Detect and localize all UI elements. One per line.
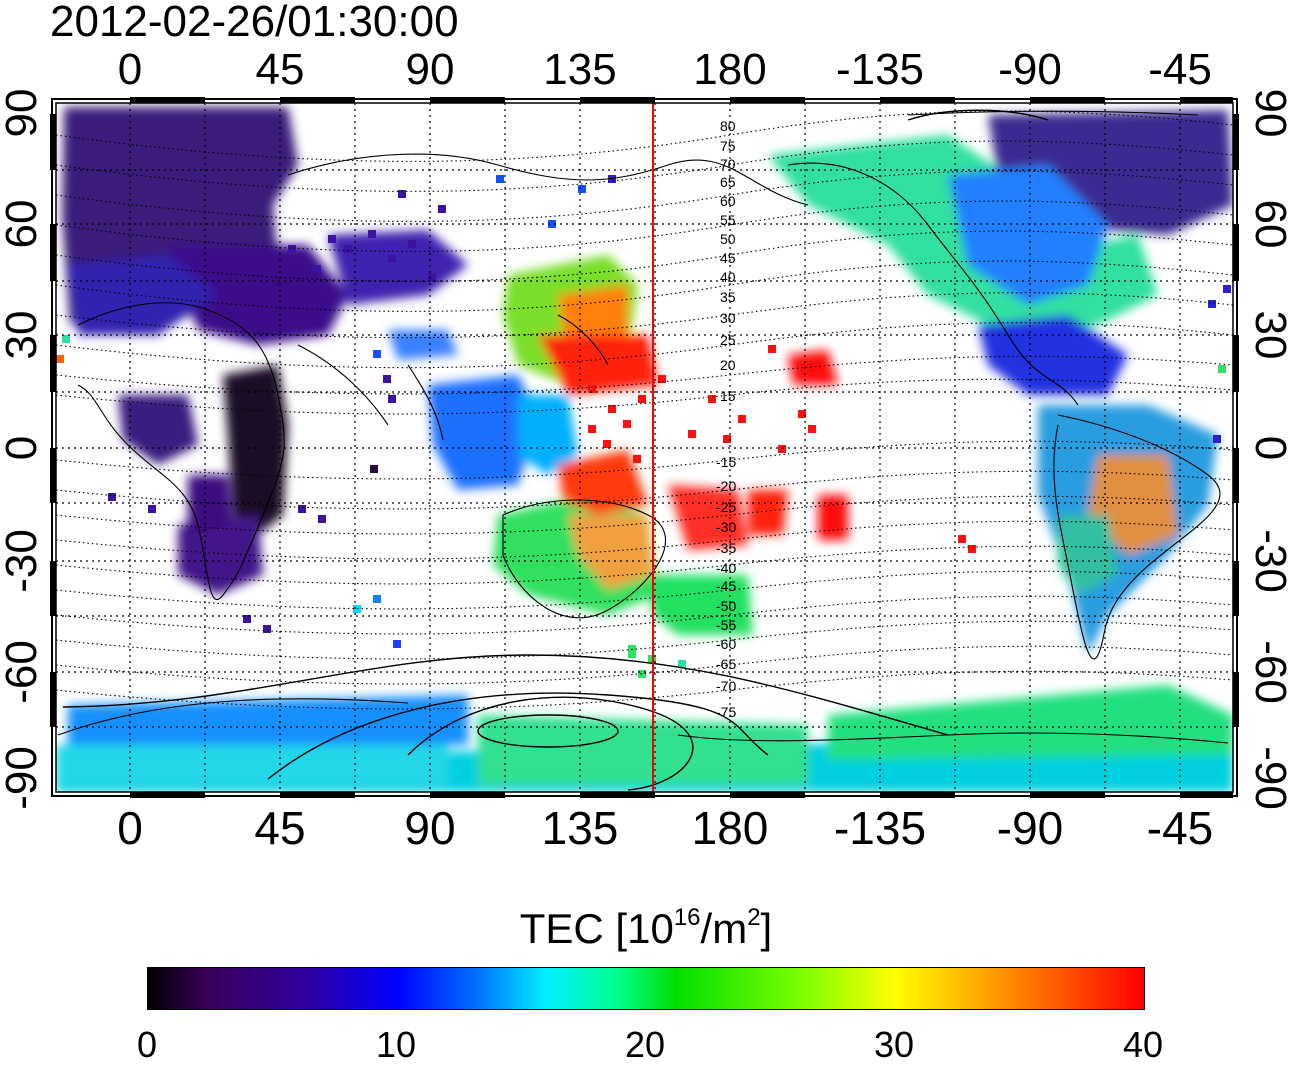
top-lon-tick: 135 xyxy=(543,45,617,94)
contour-label: 65 xyxy=(720,174,736,190)
contour-label: -50 xyxy=(716,598,736,614)
timestamp-title: 2012-02-26/01:30:00 xyxy=(50,0,459,46)
top-lon-tick: 180 xyxy=(693,45,767,94)
tec-data-layer xyxy=(56,107,1233,792)
bottom-lon-tick: -45 xyxy=(1146,802,1214,854)
contour-label: -45 xyxy=(716,578,736,594)
top-lon-tick: 0 xyxy=(117,45,143,94)
colorbar-tick: 10 xyxy=(375,1024,417,1065)
bottom-lon-tick: 135 xyxy=(541,802,619,854)
graticule xyxy=(56,103,1233,792)
contour-label: -15 xyxy=(716,454,736,470)
contour-label: 40 xyxy=(720,269,736,285)
bottom-lon-tick: -90 xyxy=(996,802,1064,854)
contour-labels: 80 75 70 65 60 55 50 45 40 35 30 25 20 1… xyxy=(716,118,736,720)
contour-label: 25 xyxy=(720,332,736,348)
contour-label: -25 xyxy=(716,499,736,515)
contour-label: 15 xyxy=(720,388,736,404)
contour-label: -75 xyxy=(716,704,736,720)
contour-label: -20 xyxy=(716,478,736,494)
contour-label: 30 xyxy=(720,310,736,326)
contour-label: 75 xyxy=(720,138,736,154)
contour-label: -70 xyxy=(716,678,736,694)
colorbar-title: TEC [1016/m2] xyxy=(519,904,773,952)
bottom-lon-tick: -135 xyxy=(833,802,927,854)
solid-contours xyxy=(62,109,1049,791)
border-ticks xyxy=(50,97,1239,798)
contour-label: 50 xyxy=(720,231,736,247)
bottom-lon-tick: 90 xyxy=(404,802,456,854)
colorbar-tick: 40 xyxy=(1122,1024,1164,1065)
top-lon-tick: -135 xyxy=(835,45,925,94)
contour-label: -40 xyxy=(716,560,736,576)
colorbar-tick: 20 xyxy=(624,1024,666,1065)
contour-label: 80 xyxy=(720,118,736,134)
contour-label: -60 xyxy=(716,636,736,652)
colorbar xyxy=(147,967,1145,1010)
contour-label: 60 xyxy=(720,193,736,209)
contour-label: 55 xyxy=(720,212,736,228)
contour-label: 45 xyxy=(720,250,736,266)
bottom-lon-tick: 180 xyxy=(691,802,769,854)
coastlines xyxy=(57,110,1229,744)
contour-label: -55 xyxy=(716,617,736,633)
contour-label: 70 xyxy=(720,156,736,172)
contour-label: 20 xyxy=(720,357,736,373)
top-lon-tick: -90 xyxy=(998,45,1062,94)
colorbar-tick: 0 xyxy=(136,1024,158,1065)
colorbar-tick: 30 xyxy=(873,1024,915,1065)
bottom-lon-tick: 45 xyxy=(254,802,306,854)
top-lon-tick: -45 xyxy=(1148,45,1212,94)
contour-label: -35 xyxy=(716,540,736,556)
scattered-pixels xyxy=(56,175,1231,678)
top-lon-tick: 90 xyxy=(405,45,455,94)
bottom-lon-tick: 0 xyxy=(117,802,143,854)
tec-map: 80 75 70 65 60 55 50 45 40 35 30 25 20 1… xyxy=(48,95,1241,800)
top-lon-tick: 45 xyxy=(255,45,305,94)
contour-label: -30 xyxy=(716,519,736,535)
contour-label: -65 xyxy=(716,656,736,672)
contour-label: 35 xyxy=(720,289,736,305)
